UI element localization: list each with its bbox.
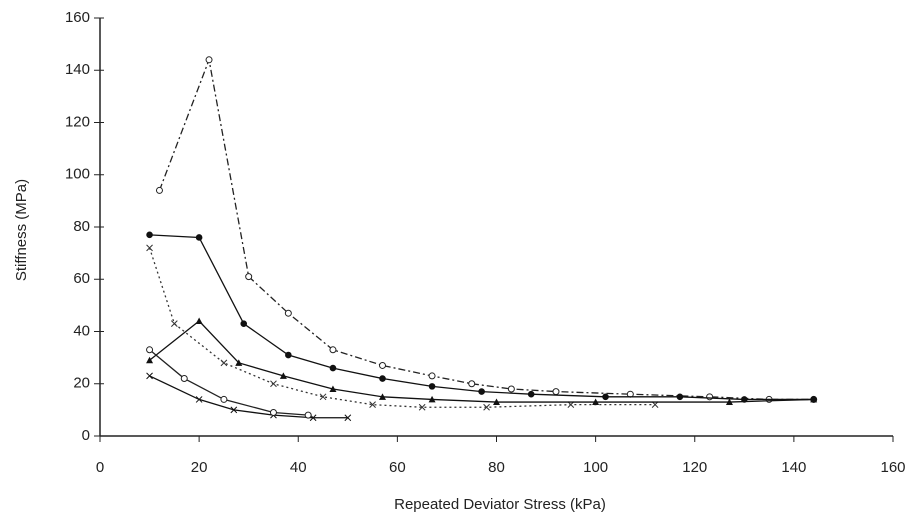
marker <box>285 351 292 359</box>
marker <box>379 393 387 400</box>
x-tick-label: 120 <box>682 459 707 476</box>
x-tick-label: 0 <box>96 459 104 476</box>
marker <box>468 380 476 388</box>
y-tick-label: 0 <box>82 427 90 444</box>
marker <box>507 385 515 393</box>
marker <box>379 361 387 369</box>
x-tick-label: 40 <box>290 459 307 476</box>
x-tick-label: 140 <box>781 459 806 476</box>
marker <box>146 244 153 252</box>
marker <box>235 359 243 366</box>
marker <box>230 406 238 414</box>
x-axis-label: Repeated Deviator Stress (kPa) <box>394 496 606 513</box>
marker <box>344 414 352 422</box>
marker <box>478 388 485 395</box>
marker <box>195 396 203 403</box>
marker <box>146 372 153 380</box>
marker <box>220 359 228 367</box>
marker <box>379 375 386 382</box>
marker <box>810 395 818 403</box>
marker <box>170 320 178 328</box>
marker <box>319 393 327 401</box>
marker <box>329 364 337 372</box>
marker <box>155 186 163 194</box>
marker <box>418 403 426 411</box>
y-tick-label: 40 <box>73 322 90 339</box>
marker <box>329 385 337 392</box>
x-tick-label: 20 <box>191 459 208 476</box>
marker <box>428 372 436 380</box>
y-tick-label: 80 <box>73 218 90 235</box>
marker <box>146 356 154 364</box>
marker <box>180 375 188 383</box>
y-tick-label: 160 <box>65 9 90 26</box>
marker <box>270 380 277 388</box>
y-tick-label: 100 <box>65 166 90 183</box>
marker <box>279 372 287 379</box>
series-line <box>149 234 814 401</box>
marker <box>706 393 714 401</box>
marker <box>676 393 684 401</box>
y-tick-label: 120 <box>65 113 90 130</box>
marker <box>240 320 248 327</box>
series-line <box>149 375 348 419</box>
marker <box>220 395 228 403</box>
marker <box>195 317 203 325</box>
marker <box>146 346 154 354</box>
y-tick-label: 60 <box>73 270 90 287</box>
x-tick-label: 80 <box>488 459 505 476</box>
marker <box>369 401 376 409</box>
marker <box>329 346 337 354</box>
marker <box>428 395 436 403</box>
marker <box>725 398 733 406</box>
x-tick-label: 60 <box>389 459 406 476</box>
marker <box>527 390 535 398</box>
marker <box>483 403 490 411</box>
marker <box>493 398 500 406</box>
marker <box>552 388 560 396</box>
y-tick-label: 20 <box>73 375 90 392</box>
series-line <box>148 247 656 408</box>
marker <box>428 383 436 390</box>
marker <box>284 309 292 317</box>
marker <box>269 408 277 416</box>
y-tick-label: 140 <box>65 61 90 78</box>
marker <box>205 56 213 64</box>
series-line <box>158 57 814 401</box>
marker <box>195 234 203 241</box>
marker <box>592 398 600 406</box>
x-tick-label: 100 <box>583 459 608 476</box>
marker <box>602 393 609 401</box>
x-tick-label: 160 <box>880 459 905 476</box>
series-line <box>149 349 309 416</box>
marker <box>146 231 153 239</box>
y-axis-label: Stiffness (MPa) <box>13 179 30 281</box>
marker <box>304 411 312 419</box>
marker <box>245 273 253 281</box>
